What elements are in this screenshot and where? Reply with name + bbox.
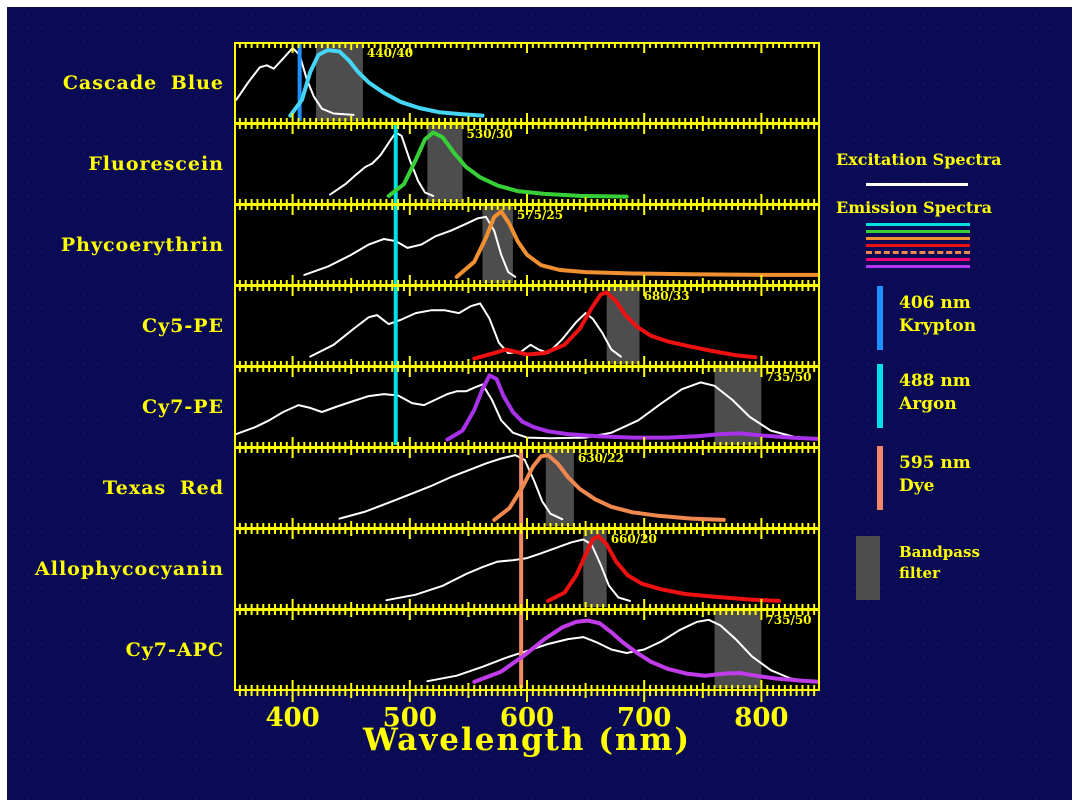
excitation-curve <box>329 131 435 197</box>
argon-laser-label: 488 nm Argon <box>899 370 1069 416</box>
emission-legend-lines <box>866 223 970 272</box>
bandpass-filter-swatch <box>856 536 880 600</box>
argon-laser-wavelength: 488 nm <box>899 371 971 391</box>
bandpass-filter-rect <box>316 44 363 121</box>
emission-curve <box>492 453 726 522</box>
dye-laser-wavelength: 595 nm <box>899 453 971 473</box>
filter-label: 660/20 <box>611 532 657 546</box>
krypton-laser-label: 406 nm Krypton <box>899 292 1069 338</box>
argon-laser-swatch <box>877 364 883 428</box>
dye-laser-source: Dye <box>899 476 935 496</box>
axis-tick-label: 400 <box>265 703 319 733</box>
emission-legend-line <box>866 237 970 240</box>
dye-label: Phycoerythrin <box>60 233 224 256</box>
filter-label: 630/22 <box>578 451 624 465</box>
axis-tick-label: 700 <box>617 703 671 733</box>
filter-label: 735/50 <box>765 613 811 627</box>
filter-label: 575/25 <box>517 208 563 222</box>
excitation-curve <box>385 538 632 602</box>
dye-label: Cy7-APC <box>125 638 224 661</box>
filter-label: 735/50 <box>765 370 811 384</box>
emission-legend-line <box>866 258 970 261</box>
emission-curve <box>445 373 820 442</box>
emission-legend-line <box>866 265 970 268</box>
filter-label: 440/40 <box>367 46 413 60</box>
filter-label: 680/33 <box>644 289 690 303</box>
emission-legend-line <box>866 230 970 233</box>
spectra-plot: 440/40 530/30 575/25 680/33 735/50 630/22 660/… <box>234 42 820 733</box>
excitation-curve <box>235 381 819 440</box>
emission-curve <box>454 209 820 279</box>
excitation-curve <box>309 302 622 358</box>
excitation-curve <box>303 215 517 278</box>
axis-tick-label: 600 <box>500 703 554 733</box>
dye-label: Cy5-PE <box>141 314 224 337</box>
emission-curve <box>288 48 485 118</box>
bandpass-label-line2: filter <box>899 564 940 582</box>
axis-tick-label: 500 <box>383 703 437 733</box>
krypton-laser-swatch <box>877 286 883 350</box>
emission-curve <box>472 290 758 361</box>
dye-laser-swatch <box>877 446 883 510</box>
x-axis-title: Wavelength (nm) <box>363 722 691 758</box>
bandpass-filter-label: Bandpass filter <box>899 542 980 584</box>
emission-curve <box>472 618 820 684</box>
emission-legend-line <box>866 223 970 226</box>
dye-laser-label: 595 nm Dye <box>899 452 1069 498</box>
emission-legend-line <box>866 244 970 247</box>
emission-curve <box>546 534 781 603</box>
dye-label: Fluorescein <box>88 152 224 175</box>
emission-legend-line <box>866 251 970 254</box>
axis-tick-label: 800 <box>734 703 788 733</box>
dye-label: Allophycocyanin <box>35 557 224 580</box>
filter-label: 530/30 <box>467 127 513 141</box>
excitation-legend-line <box>866 183 968 186</box>
krypton-laser-source: Krypton <box>899 316 977 336</box>
bandpass-label-line1: Bandpass <box>899 543 980 561</box>
dye-label: Texas Red <box>102 476 224 499</box>
bandpass-filter-rect <box>427 125 463 202</box>
emission-legend-title: Emission Spectra <box>836 198 993 217</box>
dye-label: Cy7-PE <box>141 395 224 418</box>
krypton-laser-wavelength: 406 nm <box>899 293 971 313</box>
argon-laser-source: Argon <box>899 394 957 414</box>
excitation-curve <box>338 454 564 521</box>
emission-curve <box>386 130 629 199</box>
dye-label: Cascade Blue <box>62 71 224 94</box>
excitation-legend-title: Excitation Spectra <box>836 150 1002 169</box>
